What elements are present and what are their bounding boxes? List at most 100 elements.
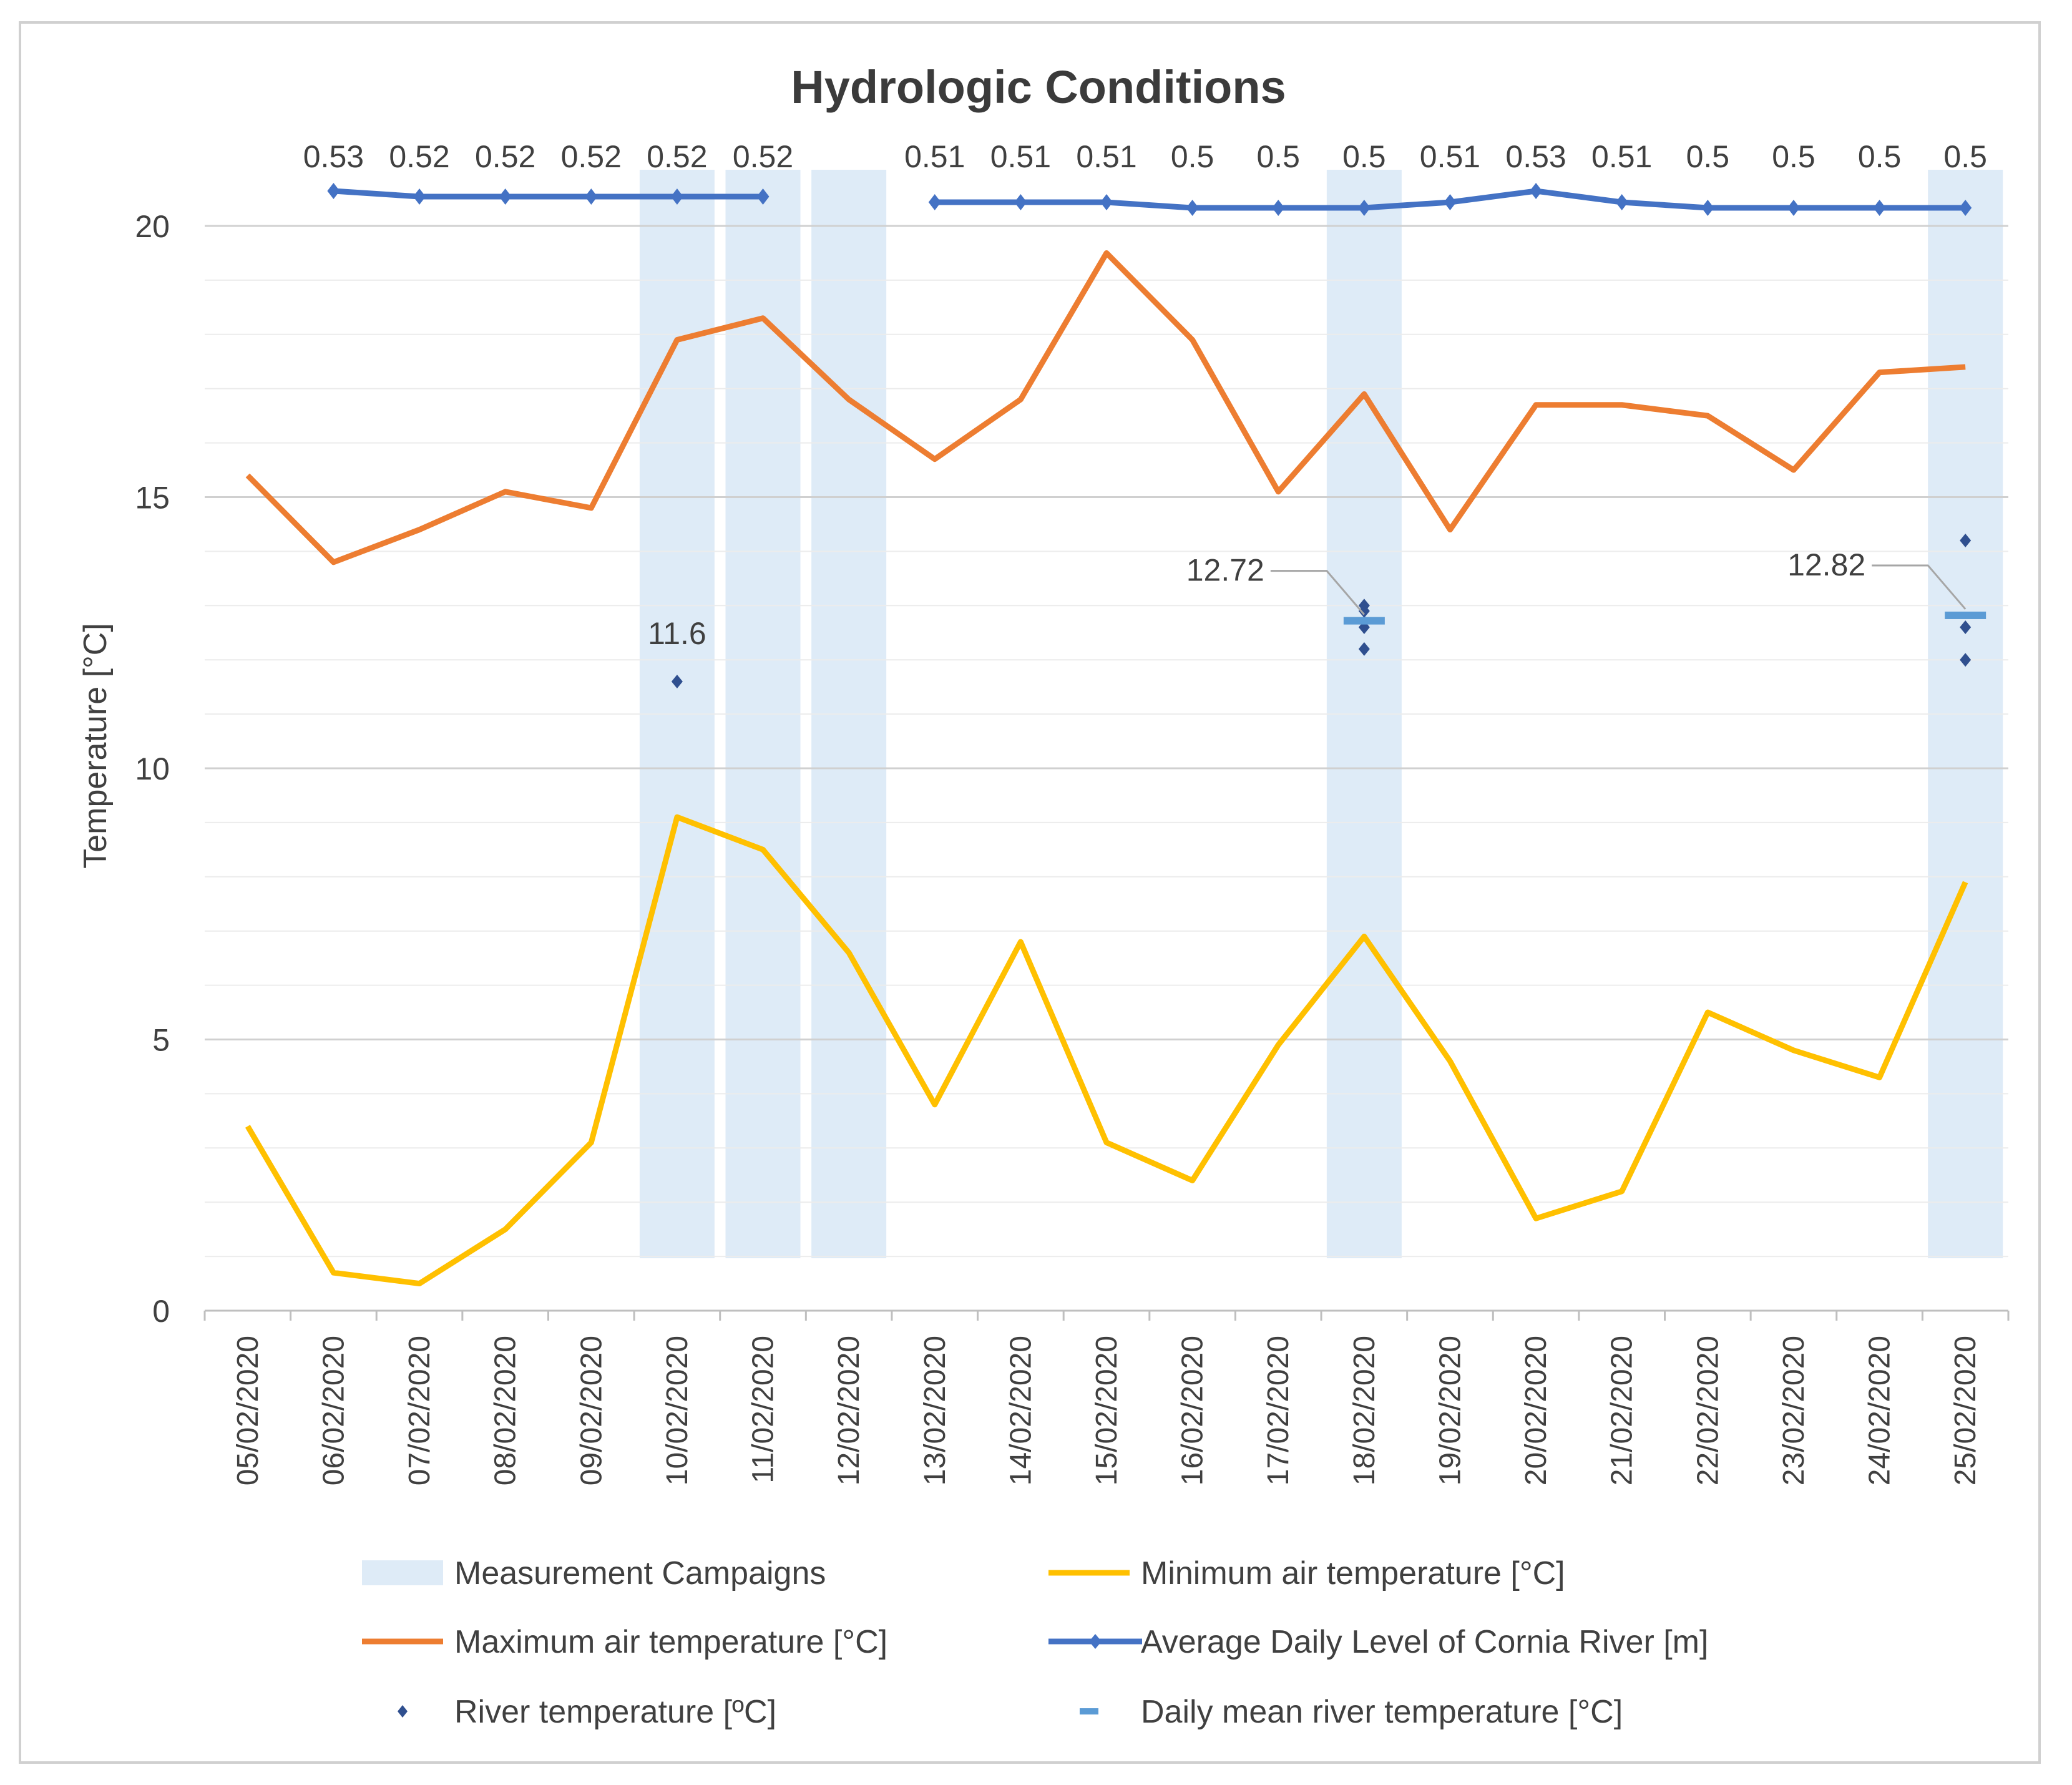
river-temp-point	[1960, 620, 1972, 635]
y-tick-label: 10	[135, 751, 170, 786]
legend: Measurement Campaigns Minimum air tempera…	[362, 1555, 1708, 1730]
river-temp-point	[1960, 653, 1972, 667]
river-level-marker	[1186, 200, 1199, 216]
daily-mean-marker	[1945, 611, 1986, 619]
x-tick-label: 16/02/2020	[1176, 1336, 1209, 1485]
x-tick-label: 19/02/2020	[1434, 1336, 1467, 1485]
river-level-marker	[1701, 200, 1714, 216]
river-level-label: 0.53	[1505, 139, 1566, 174]
river-level-marker	[1444, 194, 1457, 210]
x-tick-label: 12/02/2020	[833, 1336, 866, 1485]
x-tick-label: 14/02/2020	[1004, 1336, 1037, 1485]
river-level-label: 0.5	[1256, 139, 1300, 174]
x-tick-label: 11/02/2020	[747, 1336, 780, 1484]
min-temp-line	[245, 814, 1968, 1287]
legend-swatch-marker	[398, 1705, 408, 1718]
max-temp-line	[245, 250, 1966, 565]
river-temp-point	[1358, 642, 1370, 656]
chart-frame	[19, 21, 2041, 1764]
daily-mean-label: 12.72	[1186, 553, 1264, 588]
y-tick-label: 15	[135, 481, 170, 516]
legend-swatch-marker	[1089, 1634, 1102, 1649]
river-level-marker	[670, 188, 683, 205]
x-tick-label: 23/02/2020	[1777, 1336, 1811, 1485]
x-tick-label: 10/02/2020	[661, 1336, 694, 1485]
river-level-marker	[1272, 200, 1285, 216]
legend-label: River temperature [ºC]	[454, 1694, 776, 1730]
x-tick-label: 08/02/2020	[489, 1336, 522, 1485]
river-level-label: 0.52	[561, 139, 622, 174]
x-tick-label: 07/02/2020	[403, 1336, 436, 1485]
x-tick-label: 17/02/2020	[1262, 1336, 1295, 1485]
river-level-label: 0.5	[1171, 139, 1214, 174]
legend-swatch-campaign	[362, 1560, 443, 1585]
river-level-marker	[1357, 200, 1371, 216]
y-tick-label: 20	[135, 209, 170, 244]
legend-label: Measurement Campaigns	[454, 1555, 826, 1592]
legend-label: Maximum air temperature [°C]	[454, 1624, 887, 1660]
river-level-marker	[928, 194, 941, 210]
y-tick-label: 5	[152, 1023, 170, 1058]
daily-mean-leader	[1270, 570, 1365, 615]
x-tick-label: 05/02/2020	[232, 1336, 265, 1485]
river-level-label: 0.52	[389, 139, 449, 174]
legend-label: Average Daily Level of Cornia River [m]	[1141, 1624, 1708, 1660]
river-level-marker	[756, 188, 770, 205]
river-level-marker	[585, 188, 598, 205]
x-tick-label: 18/02/2020	[1348, 1336, 1381, 1485]
river-level-label: 0.51	[1076, 139, 1136, 174]
river-level-marker	[413, 188, 426, 205]
x-tick-label: 25/02/2020	[1949, 1336, 1982, 1485]
river-level-label: 0.5	[1686, 139, 1730, 174]
y-axis-label: Temperature [°C]	[77, 623, 114, 869]
chart-title: Hydrologic Conditions	[791, 61, 1286, 113]
x-tick-label: 22/02/2020	[1691, 1336, 1724, 1485]
river-level-marker	[1100, 194, 1113, 210]
river-temp-point	[671, 674, 683, 688]
legend-label: Minimum air temperature [°C]	[1141, 1555, 1565, 1592]
river-level-label: 0.51	[990, 139, 1051, 174]
river-level-marker	[327, 183, 340, 199]
river-temp-point	[1960, 534, 1972, 548]
river-level-marker	[1014, 194, 1027, 210]
river-level-marker	[1615, 194, 1628, 210]
river-level-marker	[1873, 200, 1886, 216]
river-level-label: 0.51	[1420, 139, 1480, 174]
river-level-marker	[1787, 200, 1800, 216]
y-tick-label: 0	[152, 1294, 170, 1329]
data-labels: 0.53 0.52 0.52 0.52 0.52 0.52 0.51 0.51 0.51 0.5 0…	[303, 139, 1987, 651]
daily-mean-leader	[1872, 564, 1967, 610]
series-lines	[245, 188, 1968, 1287]
daily-mean-marker	[1343, 617, 1385, 625]
river-level-label: 0.52	[475, 139, 535, 174]
gridlines	[205, 225, 2008, 1258]
x-tick-label: 13/02/2020	[919, 1336, 952, 1485]
river-level-label: 0.5	[1943, 139, 1987, 174]
river-level-label: 0.51	[904, 139, 965, 174]
x-tick-label: 06/02/2020	[317, 1336, 350, 1485]
legend-label: Daily mean river temperature [°C]	[1141, 1694, 1623, 1730]
river-level-marker	[1530, 183, 1543, 199]
river-level-label: 0.5	[1342, 139, 1386, 174]
series-points	[327, 183, 1986, 688]
river-level-label: 0.5	[1858, 139, 1902, 174]
river-level-label: 0.52	[647, 139, 707, 174]
river-level-label: 0.52	[733, 139, 793, 174]
river-level-label: 0.5	[1772, 139, 1815, 174]
daily-mean-label: 12.82	[1787, 547, 1865, 582]
river-level-marker	[1959, 200, 1972, 216]
x-tick-label: 20/02/2020	[1520, 1336, 1553, 1485]
x-tick-label: 15/02/2020	[1090, 1336, 1123, 1485]
x-tick-label: 24/02/2020	[1864, 1336, 1897, 1485]
river-level-label: 0.53	[303, 139, 364, 174]
river-level-marker	[499, 188, 512, 205]
axes: 0 5 10 15 20 05/02/2020 06/02/2020 07/02/2020 08…	[135, 209, 2010, 1485]
river-temp-point	[1358, 604, 1370, 618]
x-tick-label: 21/02/2020	[1606, 1336, 1639, 1485]
legend-swatch-marker	[1080, 1708, 1098, 1714]
daily-mean-label: 11.6	[648, 616, 706, 651]
river-level-label: 0.51	[1591, 139, 1652, 174]
river-level-line	[333, 188, 763, 200]
x-tick-label: 09/02/2020	[575, 1336, 608, 1485]
